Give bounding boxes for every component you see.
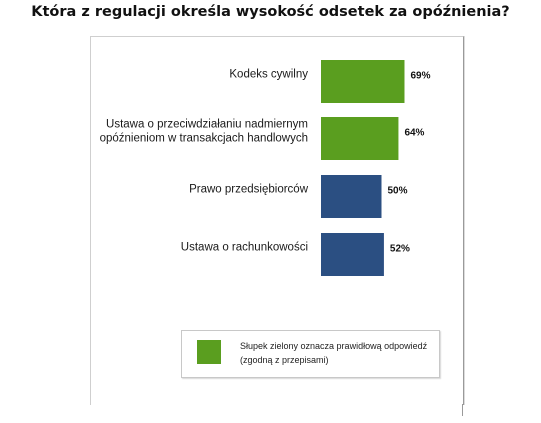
chart-frame	[90, 36, 464, 405]
value-label-1: 69%	[410, 71, 430, 82]
category-label-2-line-2: opóźnieniom w transakcjach handlowych	[100, 133, 308, 145]
category-label-3: Prawo przedsiębiorców	[189, 184, 309, 196]
bar-2	[321, 117, 399, 160]
bars-group: 69% Kodeks cywilny 64% Ustawa o przeciwdzia…	[100, 60, 431, 276]
chart-title: Która z regulacji określa wysokość odset…	[31, 4, 510, 20]
value-label-4: 52%	[390, 244, 410, 255]
legend: Słupek zielony oznacza prawidłową odpowi…	[181, 330, 440, 378]
value-label-2: 64%	[404, 128, 424, 139]
bar-3	[321, 175, 382, 218]
frame-line-tail	[462, 404, 463, 416]
category-label-1: Kodeks cywilny	[229, 69, 308, 81]
value-label-3: 50%	[388, 186, 408, 197]
legend-text: Słupek zielony oznacza prawidłową odpowi…	[240, 341, 428, 365]
category-label-2-line-1: Ustawa o przeciwdziałaniu nadmiernym	[106, 119, 308, 131]
category-label-4: Ustawa o rachunkowości	[181, 242, 308, 254]
bar-1	[321, 60, 405, 103]
legend-swatch-green	[197, 340, 221, 364]
bar-4	[321, 233, 384, 276]
